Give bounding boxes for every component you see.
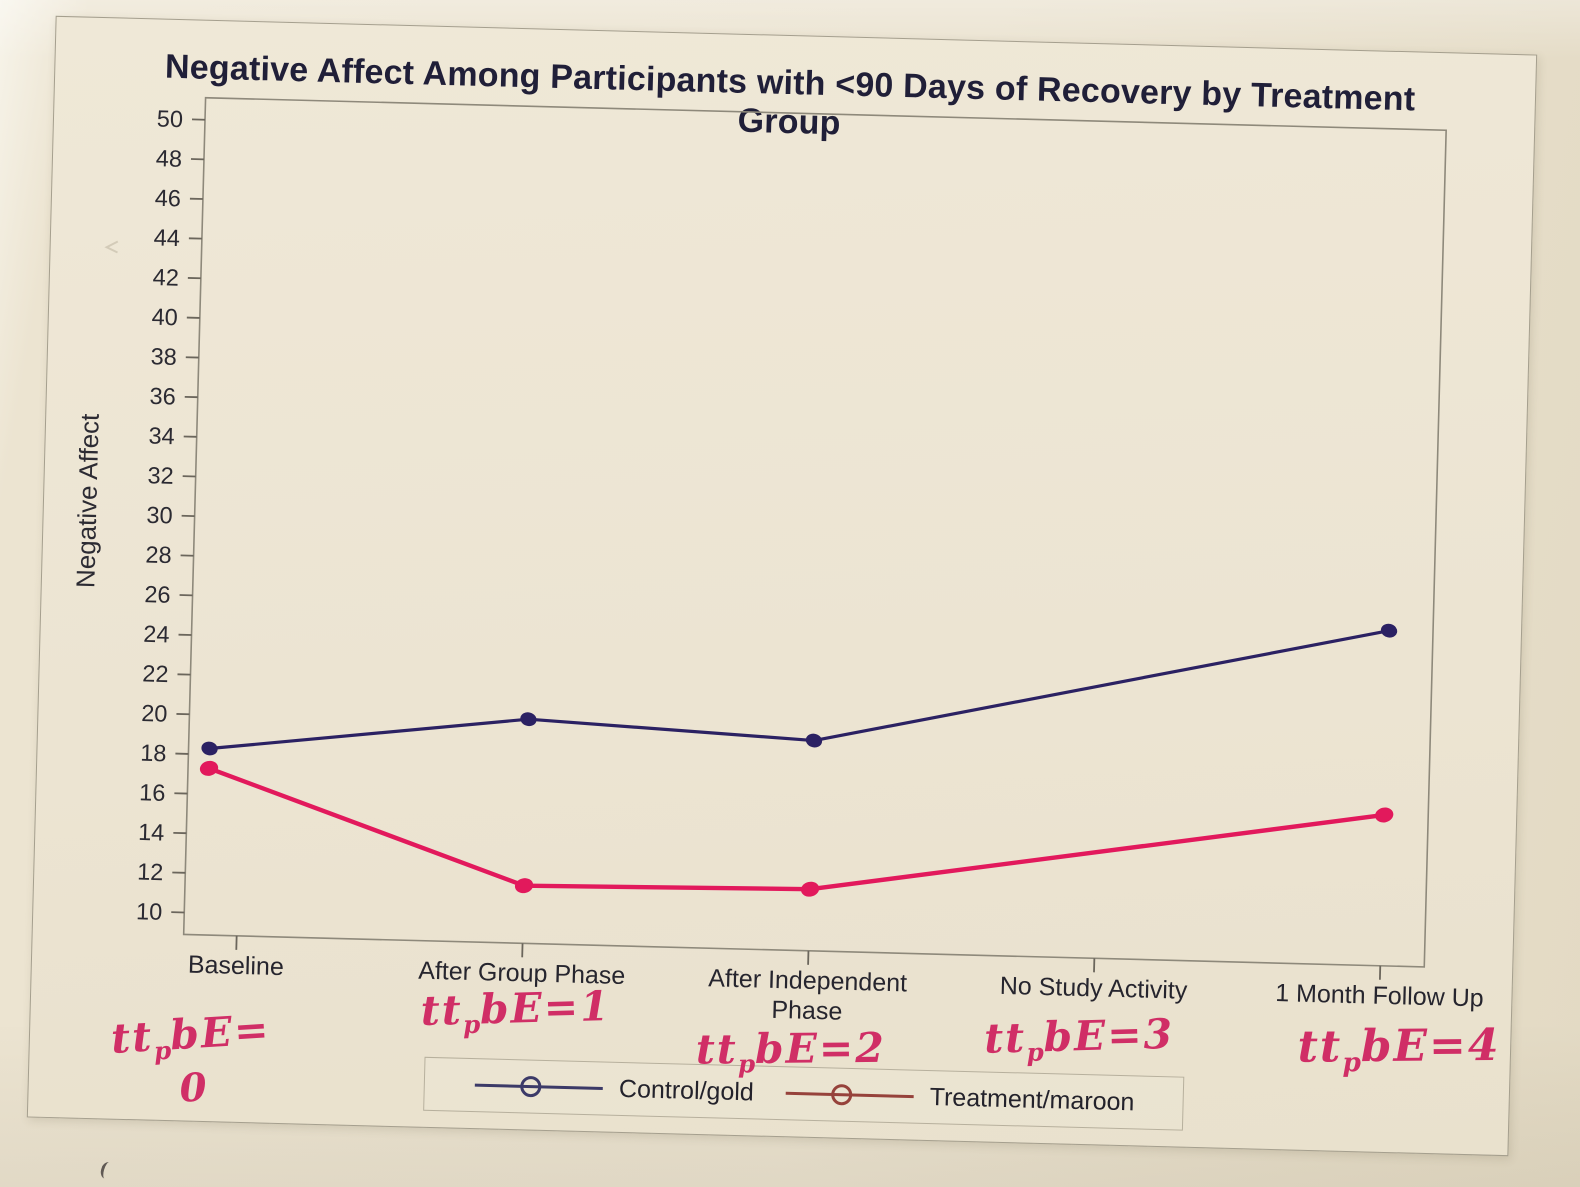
- legend-circle-marker-control: [520, 1076, 542, 1098]
- chart-legend: Control/gold Treatment/maroon: [423, 1056, 1185, 1131]
- annotation-text: bE=4: [1360, 1019, 1501, 1073]
- y-tick-label-34: 34: [148, 423, 175, 450]
- handwritten-annotation-ttpbe-1: ttpbE=1: [420, 982, 611, 1040]
- y-tick-label-10: 10: [136, 898, 163, 925]
- y-tick-label-42: 42: [152, 264, 179, 291]
- y-tick-label-36: 36: [149, 383, 176, 410]
- stray-pen-mark: [98, 1160, 116, 1181]
- handwritten-annotation-ttpbe-3: ttpbE=3: [984, 1010, 1175, 1068]
- y-tick-label-46: 46: [154, 185, 181, 212]
- annotation-subscript: p: [153, 1035, 172, 1066]
- data-point-treatment-maroon-after-group-phase: [514, 878, 534, 894]
- data-point-treatment-maroon-after-independent-phase: [800, 881, 820, 897]
- legend-circle-marker-treatment: [831, 1084, 853, 1106]
- y-tick-label-28: 28: [145, 541, 172, 568]
- annotation-subscript: p: [737, 1049, 756, 1079]
- y-tick-label-22: 22: [142, 660, 169, 687]
- y-tick-label-24: 24: [143, 621, 170, 648]
- legend-marker-control-line-icon: [475, 1076, 604, 1098]
- y-tick-label-30: 30: [146, 502, 173, 529]
- annotation-text: tt: [983, 1013, 1027, 1063]
- paper-scratch-mark: [104, 240, 119, 254]
- y-tick-label-38: 38: [150, 343, 177, 370]
- annotation-text: bE=1: [479, 982, 612, 1034]
- annotation-text: bE=3: [1042, 1009, 1175, 1062]
- y-tick-label-40: 40: [151, 304, 178, 331]
- y-tick-label-14: 14: [138, 819, 165, 846]
- y-axis-title: Negative Affect: [70, 413, 105, 589]
- y-tick-label-48: 48: [156, 145, 183, 172]
- legend-item-treatment: Treatment/maroon: [783, 1079, 1135, 1117]
- y-tick-label-44: 44: [153, 224, 180, 251]
- legend-label-control: Control/gold: [618, 1074, 755, 1106]
- annotation-text: tt: [109, 1012, 155, 1063]
- series-line-control-gold: [207, 629, 1391, 751]
- legend-label-treatment: Treatment/maroon: [929, 1082, 1135, 1116]
- data-point-control-gold-after-group-phase: [520, 712, 537, 727]
- annotation-text: bE=2: [754, 1023, 886, 1074]
- legend-marker-treatment-line-icon: [785, 1084, 914, 1106]
- annotation-text: tt: [695, 1025, 738, 1074]
- plot-frame: [182, 96, 1447, 968]
- annotation-text: tt: [1297, 1021, 1343, 1073]
- y-tick-label-18: 18: [140, 740, 167, 767]
- y-tick-label-20: 20: [141, 700, 168, 727]
- series-line-treatment-maroon: [206, 766, 1387, 892]
- annotation-subscript: p: [1342, 1047, 1361, 1079]
- annotation-text: bE=: [168, 1005, 272, 1060]
- legend-item-control: Control/gold: [473, 1071, 754, 1107]
- y-tick-label-32: 32: [147, 462, 174, 489]
- y-tick-label-12: 12: [137, 859, 164, 886]
- data-point-control-gold-after-independent-phase: [805, 733, 823, 748]
- x-category-label-after-independent-phase: After Independent Phase: [707, 964, 908, 1026]
- annotation-text: tt: [420, 985, 464, 1035]
- y-tick-label-16: 16: [139, 779, 166, 806]
- data-point-control-gold-baseline: [201, 741, 218, 756]
- data-point-treatment-maroon-1-month-follow-up: [1375, 807, 1394, 823]
- line-chart-plot: 50 48 46 44 42 40 38 36 34 32 30 28 26 24 22 20 18 16 14 12…: [136, 96, 1447, 980]
- annotation-subscript: p: [1026, 1037, 1045, 1067]
- data-point-control-gold-1-month-follow-up: [1380, 623, 1398, 638]
- handwritten-annotation-ttpbe-0: ttpbE= 0: [110, 1005, 275, 1116]
- annotation-subscript: p: [462, 1009, 481, 1040]
- chart-paper: Negative Affect Among Participants with …: [26, 15, 1538, 1157]
- handwritten-annotation-ttpbe-2: ttpbE=2: [696, 1024, 886, 1079]
- y-tick-label-26: 26: [144, 581, 171, 608]
- annotation-value: 0: [178, 1064, 210, 1113]
- data-point-treatment-maroon-baseline: [199, 760, 219, 776]
- y-tick-label-50: 50: [157, 105, 184, 132]
- handwritten-annotation-ttpbe-4: ttpbE=4: [1297, 1020, 1500, 1079]
